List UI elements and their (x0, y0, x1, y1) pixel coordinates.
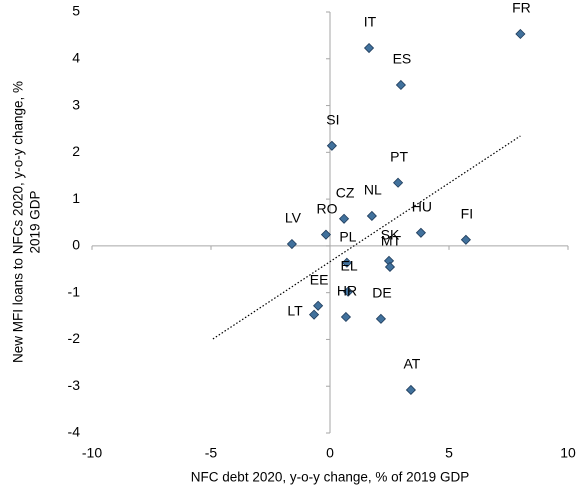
y-tick-label: 4 (72, 49, 80, 65)
point (375, 313, 386, 324)
point-label: PT (390, 148, 408, 164)
point-label: NL (364, 182, 382, 198)
point-label: PL (339, 228, 356, 244)
point (366, 210, 377, 222)
point-label: HR (337, 283, 357, 299)
y-axis-label-line: 2019 GDP (28, 190, 43, 253)
point (340, 311, 352, 323)
point (326, 140, 337, 151)
point-label: IT (364, 14, 377, 30)
y-axis-label-line: New MFI loans to NFCs 2020, y-o-y change… (11, 81, 26, 363)
point (395, 79, 406, 91)
point (308, 309, 320, 320)
y-tick-label: 2 (72, 143, 80, 159)
x-tick-label: 10 (560, 445, 576, 461)
y-tick-label: -2 (68, 330, 81, 346)
point-label: LT (287, 302, 303, 318)
point (341, 257, 352, 268)
x-tick-label: -10 (82, 445, 102, 461)
point (460, 234, 471, 245)
point (320, 229, 332, 240)
point-label: MT (381, 233, 402, 249)
point-label: SI (326, 111, 339, 127)
x-tick-label: 0 (326, 445, 334, 461)
point-label: ES (393, 51, 412, 67)
point-label: FI (461, 206, 473, 222)
point (286, 238, 297, 250)
y-tick-label: -3 (68, 377, 81, 393)
point-label: LV (285, 210, 302, 226)
y-tick-label: 5 (72, 3, 80, 19)
x-tick-label: 5 (445, 445, 453, 461)
y-tick-label: 0 (72, 237, 80, 253)
point-label: DE (372, 285, 391, 301)
point-label: SK (381, 227, 400, 243)
point-label: CZ (336, 184, 355, 200)
x-axis-label: NFC debt 2020, y-o-y change, % of 2019 G… (191, 470, 469, 485)
y-axis-label: New MFI loans to NFCs 2020, y-o-y change… (11, 81, 43, 363)
point-label: FR (512, 0, 531, 16)
point-label: EL (341, 257, 358, 273)
point-label: RO (316, 200, 337, 216)
point (415, 227, 426, 238)
point (405, 384, 416, 396)
point (343, 286, 354, 297)
trendline (212, 135, 521, 340)
y-tick-label: 3 (72, 96, 80, 112)
point-label: HU (412, 198, 432, 214)
point (515, 28, 526, 40)
point (338, 213, 350, 224)
point-label: AT (403, 356, 420, 372)
point (384, 261, 396, 273)
x-tick-label: -5 (205, 445, 218, 461)
point (313, 300, 324, 311)
y-tick-label: -1 (68, 283, 81, 299)
y-tick-label: 1 (72, 190, 80, 206)
point (363, 42, 375, 54)
point (393, 177, 404, 188)
point-label: EE (310, 271, 329, 287)
y-tick-label: -4 (68, 424, 81, 440)
